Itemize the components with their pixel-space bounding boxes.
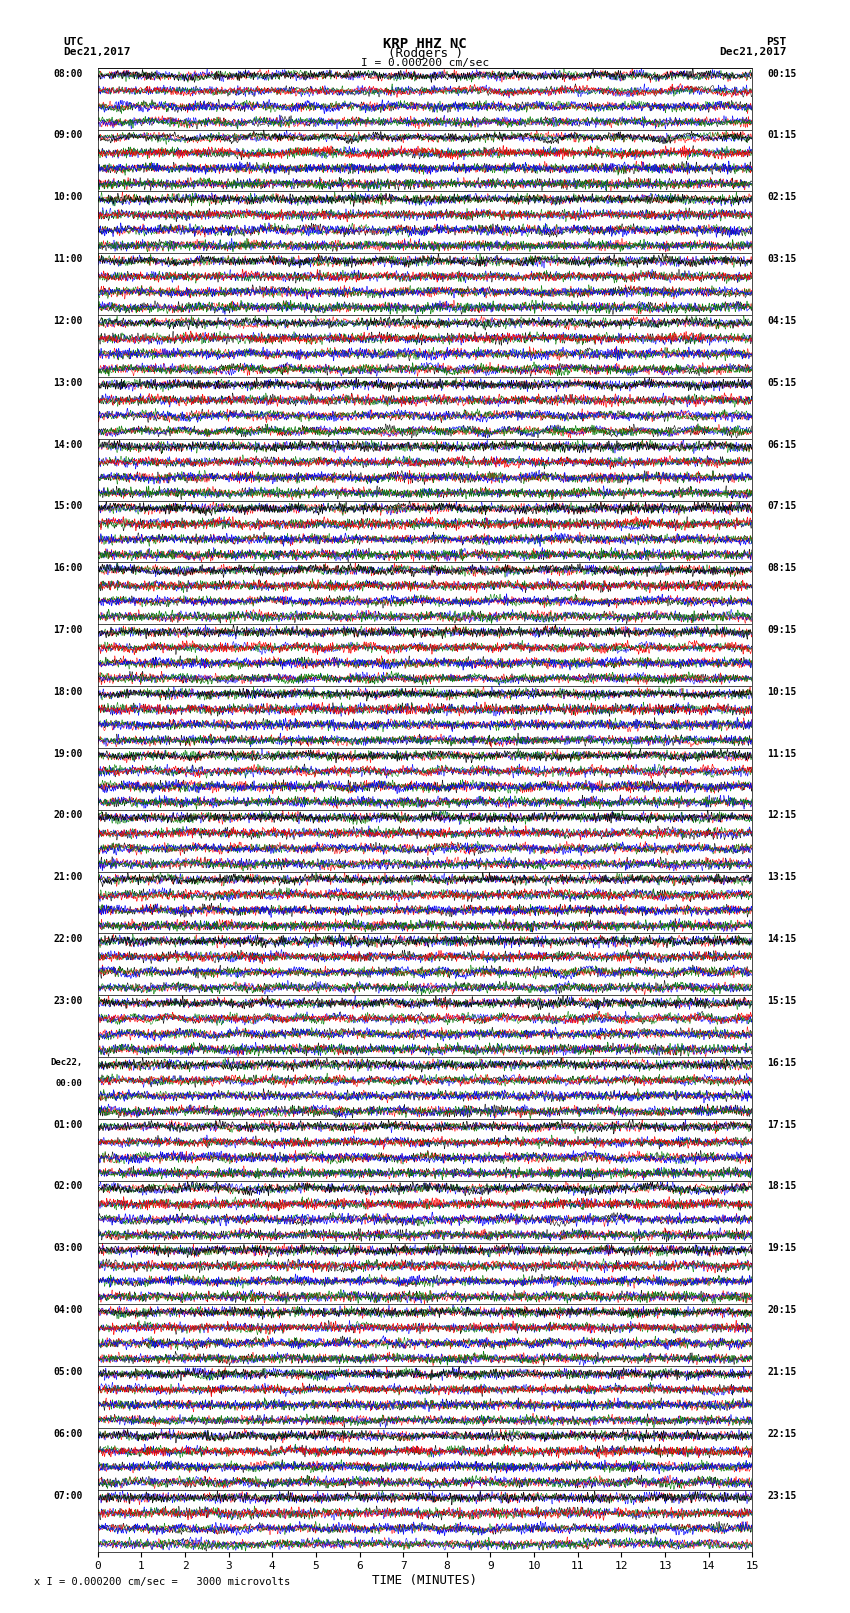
Text: 16:15: 16:15 <box>768 1058 797 1068</box>
Text: 01:00: 01:00 <box>53 1119 82 1129</box>
Text: 15:00: 15:00 <box>53 502 82 511</box>
Text: 09:15: 09:15 <box>768 624 797 636</box>
Text: Dec21,2017: Dec21,2017 <box>719 47 786 56</box>
Text: 04:15: 04:15 <box>768 316 797 326</box>
Text: 06:00: 06:00 <box>53 1429 82 1439</box>
Text: 18:15: 18:15 <box>768 1181 797 1192</box>
Text: 20:00: 20:00 <box>53 810 82 821</box>
Text: 07:15: 07:15 <box>768 502 797 511</box>
Text: (Rodgers ): (Rodgers ) <box>388 47 462 60</box>
Text: 10:15: 10:15 <box>768 687 797 697</box>
Text: 00:00: 00:00 <box>55 1079 82 1089</box>
Text: 23:00: 23:00 <box>53 995 82 1007</box>
Text: 14:00: 14:00 <box>53 439 82 450</box>
Text: I = 0.000200 cm/sec: I = 0.000200 cm/sec <box>361 58 489 68</box>
Text: 07:00: 07:00 <box>53 1490 82 1500</box>
Text: 22:15: 22:15 <box>768 1429 797 1439</box>
Text: 17:15: 17:15 <box>768 1119 797 1129</box>
Text: Dec22,: Dec22, <box>50 1058 82 1066</box>
Text: 12:00: 12:00 <box>53 316 82 326</box>
Text: 05:00: 05:00 <box>53 1366 82 1378</box>
Text: 03:00: 03:00 <box>53 1244 82 1253</box>
Text: 06:15: 06:15 <box>768 439 797 450</box>
Text: 04:00: 04:00 <box>53 1305 82 1315</box>
Text: 02:00: 02:00 <box>53 1181 82 1192</box>
Text: 19:15: 19:15 <box>768 1244 797 1253</box>
Text: 21:00: 21:00 <box>53 873 82 882</box>
Text: Dec21,2017: Dec21,2017 <box>64 47 131 56</box>
Text: 11:00: 11:00 <box>53 253 82 265</box>
Text: 19:00: 19:00 <box>53 748 82 758</box>
Text: 03:15: 03:15 <box>768 253 797 265</box>
Text: KRP HHZ NC: KRP HHZ NC <box>383 37 467 52</box>
Text: 13:00: 13:00 <box>53 377 82 387</box>
Text: 21:15: 21:15 <box>768 1366 797 1378</box>
Text: 01:15: 01:15 <box>768 131 797 140</box>
Text: 20:15: 20:15 <box>768 1305 797 1315</box>
Text: 08:00: 08:00 <box>53 68 82 79</box>
Text: 15:15: 15:15 <box>768 995 797 1007</box>
Text: 18:00: 18:00 <box>53 687 82 697</box>
Text: 16:00: 16:00 <box>53 563 82 573</box>
Text: UTC: UTC <box>64 37 84 47</box>
Text: x I = 0.000200 cm/sec =   3000 microvolts: x I = 0.000200 cm/sec = 3000 microvolts <box>34 1578 290 1587</box>
Text: 02:15: 02:15 <box>768 192 797 202</box>
Text: 10:00: 10:00 <box>53 192 82 202</box>
Text: 22:00: 22:00 <box>53 934 82 944</box>
Text: 14:15: 14:15 <box>768 934 797 944</box>
Text: 17:00: 17:00 <box>53 624 82 636</box>
Text: PST: PST <box>766 37 786 47</box>
Text: 23:15: 23:15 <box>768 1490 797 1500</box>
Text: 13:15: 13:15 <box>768 873 797 882</box>
Text: 11:15: 11:15 <box>768 748 797 758</box>
Text: 12:15: 12:15 <box>768 810 797 821</box>
Text: 09:00: 09:00 <box>53 131 82 140</box>
X-axis label: TIME (MINUTES): TIME (MINUTES) <box>372 1574 478 1587</box>
Text: 08:15: 08:15 <box>768 563 797 573</box>
Text: 00:15: 00:15 <box>768 68 797 79</box>
Text: 05:15: 05:15 <box>768 377 797 387</box>
